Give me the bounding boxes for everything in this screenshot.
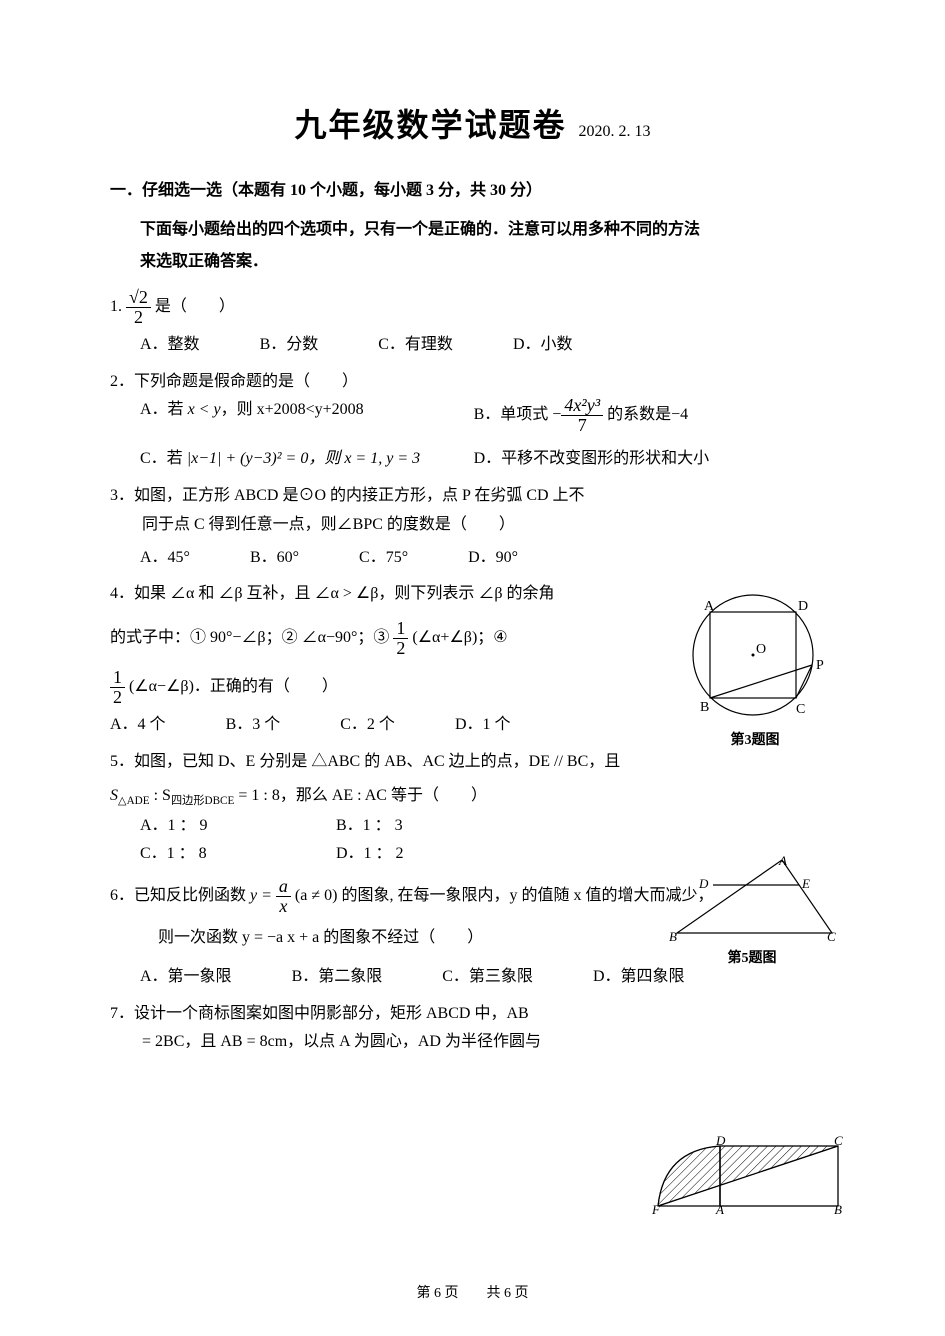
q1-stem: 1. √2 2 是（ ） (110, 298, 235, 315)
q3-line1: 3．如图，正方形 ABCD 是⊙O 的内接正方形，点 P 在劣弧 CD 上不 (110, 482, 630, 511)
q1-opt-b: B．分数 (260, 331, 319, 360)
q3-line2: 同于点 C 得到任意一点，则∠BPC 的度数是（ ） (110, 511, 630, 540)
svg-text:O: O (756, 642, 766, 657)
q2-opt-a: A．若 x < y，则 x+2008<y+2008 (140, 396, 474, 435)
q6-options: A．第一象限 B．第二象限 C．第三象限 D．第四象限 (140, 963, 835, 992)
q6-opt-c: C．第三象限 (442, 963, 533, 992)
question-7: 7．设计一个商标图案如图中阴影部分，矩形 ABCD 中，AB = 2BC，且 A… (110, 1000, 835, 1058)
q6-opt-d: D．第四象限 (593, 963, 685, 992)
q4-opt-b: B．3 个 (226, 711, 281, 740)
svg-text:D: D (798, 599, 808, 614)
q5-opt-d: D．1 ： 2 (336, 840, 571, 869)
q2-opt-c: C．若 |x−1| + (y−3)² = 0，则 x = 1, y = 3 (140, 445, 474, 474)
svg-text:E: E (801, 876, 810, 891)
question-5: 5．如图，已知 D、E 分别是 △ABC 的 AB、AC 边上的点，DE // … (110, 748, 835, 870)
svg-text:A: A (778, 855, 787, 868)
q4-body: 4．如果 ∠α 和 ∠β 互补，且 ∠α > ∠β，则下列表示 ∠β 的余角 的… (110, 580, 620, 739)
q2-opt-d: D．平移不改变图形的形状和大小 (474, 445, 808, 474)
q7-line1: 7．设计一个商标图案如图中阴影部分，矩形 ABCD 中，AB (110, 1000, 610, 1029)
q5-stem: 5．如图，已知 D、E 分别是 △ABC 的 AB、AC 边上的点，DE // … (110, 748, 630, 777)
q7-line2: = 2BC，且 AB = 8cm，以点 A 为圆心，AD 为半径作圆与 (110, 1028, 610, 1057)
q1-opt-d: D．小数 (513, 331, 573, 360)
svg-text:P: P (816, 658, 824, 673)
figure-5: A B C D E 第5题图 (667, 855, 837, 967)
q4-line2: 的式子中：① 90°−∠β；② ∠α−90°；③ 12 (∠α+∠β)；④ (110, 619, 620, 658)
q4-opt-c: C．2 个 (340, 711, 395, 740)
q1-num: 1. (110, 298, 122, 315)
q6-opt-a: A．第一象限 (140, 963, 232, 992)
page-date: 2020. 2. 13 (579, 123, 651, 140)
figure-7: D C F A B (650, 1136, 845, 1214)
question-1: 1. √2 2 是（ ） A．整数 B．分数 C．有理数 D．小数 (110, 288, 835, 360)
figure-7-svg: D C F A B (650, 1136, 845, 1214)
svg-text:B: B (834, 1202, 842, 1214)
svg-text:C: C (834, 1136, 843, 1148)
svg-text:B: B (669, 929, 677, 943)
page-title: 九年级数学试题卷 (294, 107, 566, 143)
q1-opt-c: C．有理数 (378, 331, 453, 360)
q2-opt-b: B．单项式 −4x²y³7 的系数是−4 (474, 396, 808, 435)
q3-options: A．45° B．60° C．75° D．90° (140, 544, 630, 573)
figure-3: A D B C O P 第3题图 (675, 585, 835, 749)
q3-opt-c: C．75° (359, 544, 408, 573)
q4-opt-d: D．1 个 (455, 711, 511, 740)
svg-text:F: F (651, 1202, 661, 1214)
q1-frac: √2 2 (126, 288, 151, 327)
svg-text:C: C (796, 702, 805, 717)
q2-stem: 2．下列命题是假命题的是（ ） (110, 368, 835, 397)
q4-options: A．4 个 B．3 个 C．2 个 D．1 个 (110, 711, 620, 740)
q4-line1: 4．如果 ∠α 和 ∠β 互补，且 ∠α > ∠β，则下列表示 ∠β 的余角 (110, 580, 620, 609)
question-2: 2．下列命题是假命题的是（ ） A．若 x < y，则 x+2008<y+200… (110, 368, 835, 474)
svg-text:D: D (715, 1136, 726, 1148)
figure-5-caption: 第5题图 (667, 947, 837, 967)
q1-frac-rad: √ (129, 287, 139, 307)
page-title-row: 九年级数学试题卷 2020. 2. 13 (110, 100, 835, 146)
svg-text:D: D (698, 876, 709, 891)
q6-opt-b: B．第二象限 (292, 963, 383, 992)
figure-3-caption: 第3题图 (675, 729, 835, 749)
svg-text:A: A (715, 1202, 724, 1214)
section-note-2: 来选取正确答案． (140, 253, 268, 270)
svg-text:A: A (704, 599, 715, 614)
q5-opt-a: A．1 ： 9 (140, 812, 336, 841)
section-note: 下面每小题给出的四个选项中，只有一个是正确的．注意可以用多种不同的方法 来选取正… (140, 214, 835, 278)
q1-options: A．整数 B．分数 C．有理数 D．小数 (140, 331, 835, 360)
q4-line3: 12 (∠α−∠β)．正确的有（ ） (110, 668, 620, 707)
q1-trail: 是（ ） (155, 298, 235, 315)
q7-body: 7．设计一个商标图案如图中阴影部分，矩形 ABCD 中，AB = 2BC，且 A… (110, 1000, 610, 1058)
q3-body: 3．如图，正方形 ABCD 是⊙O 的内接正方形，点 P 在劣弧 CD 上不 同… (110, 482, 630, 572)
q1-frac-den: 2 (126, 308, 151, 327)
page-footer: 第 6 页 共 6 页 (0, 1282, 945, 1302)
svg-text:B: B (700, 700, 709, 715)
q3-opt-d: D．90° (468, 544, 518, 573)
figure-3-svg: A D B C O P (678, 585, 833, 725)
q5-opt-c: C．1 ： 8 (140, 840, 336, 869)
q5-options: A．1 ： 9 B．1 ： 3 C．1 ： 8 D．1 ： 2 (140, 812, 630, 870)
section-note-1: 下面每小题给出的四个选项中，只有一个是正确的．注意可以用多种不同的方法 (140, 221, 700, 238)
q1-opt-a: A．整数 (140, 331, 200, 360)
section-header: 一．仔细选一选（本题有 10 个小题，每小题 3 分，共 30 分） (110, 176, 835, 200)
q3-opt-a: A．45° (140, 544, 190, 573)
svg-text:C: C (827, 929, 836, 943)
question-3: 3．如图，正方形 ABCD 是⊙O 的内接正方形，点 P 在劣弧 CD 上不 同… (110, 482, 835, 572)
q2-options: A．若 x < y，则 x+2008<y+2008 B．单项式 −4x²y³7 … (140, 396, 835, 474)
q1-frac-num: 2 (139, 287, 148, 307)
q5-opt-b: B．1 ： 3 (336, 812, 571, 841)
q4-opt-a: A．4 个 (110, 711, 166, 740)
figure-5-svg: A B C D E (667, 855, 837, 943)
q5-body: 5．如图，已知 D、E 分别是 △ABC 的 AB、AC 边上的点，DE // … (110, 748, 630, 870)
q5-line2: S△ADE : S四边形DBCE = 1 : 8，那么 AE : AC 等于（ … (110, 782, 630, 811)
q3-opt-b: B．60° (250, 544, 299, 573)
